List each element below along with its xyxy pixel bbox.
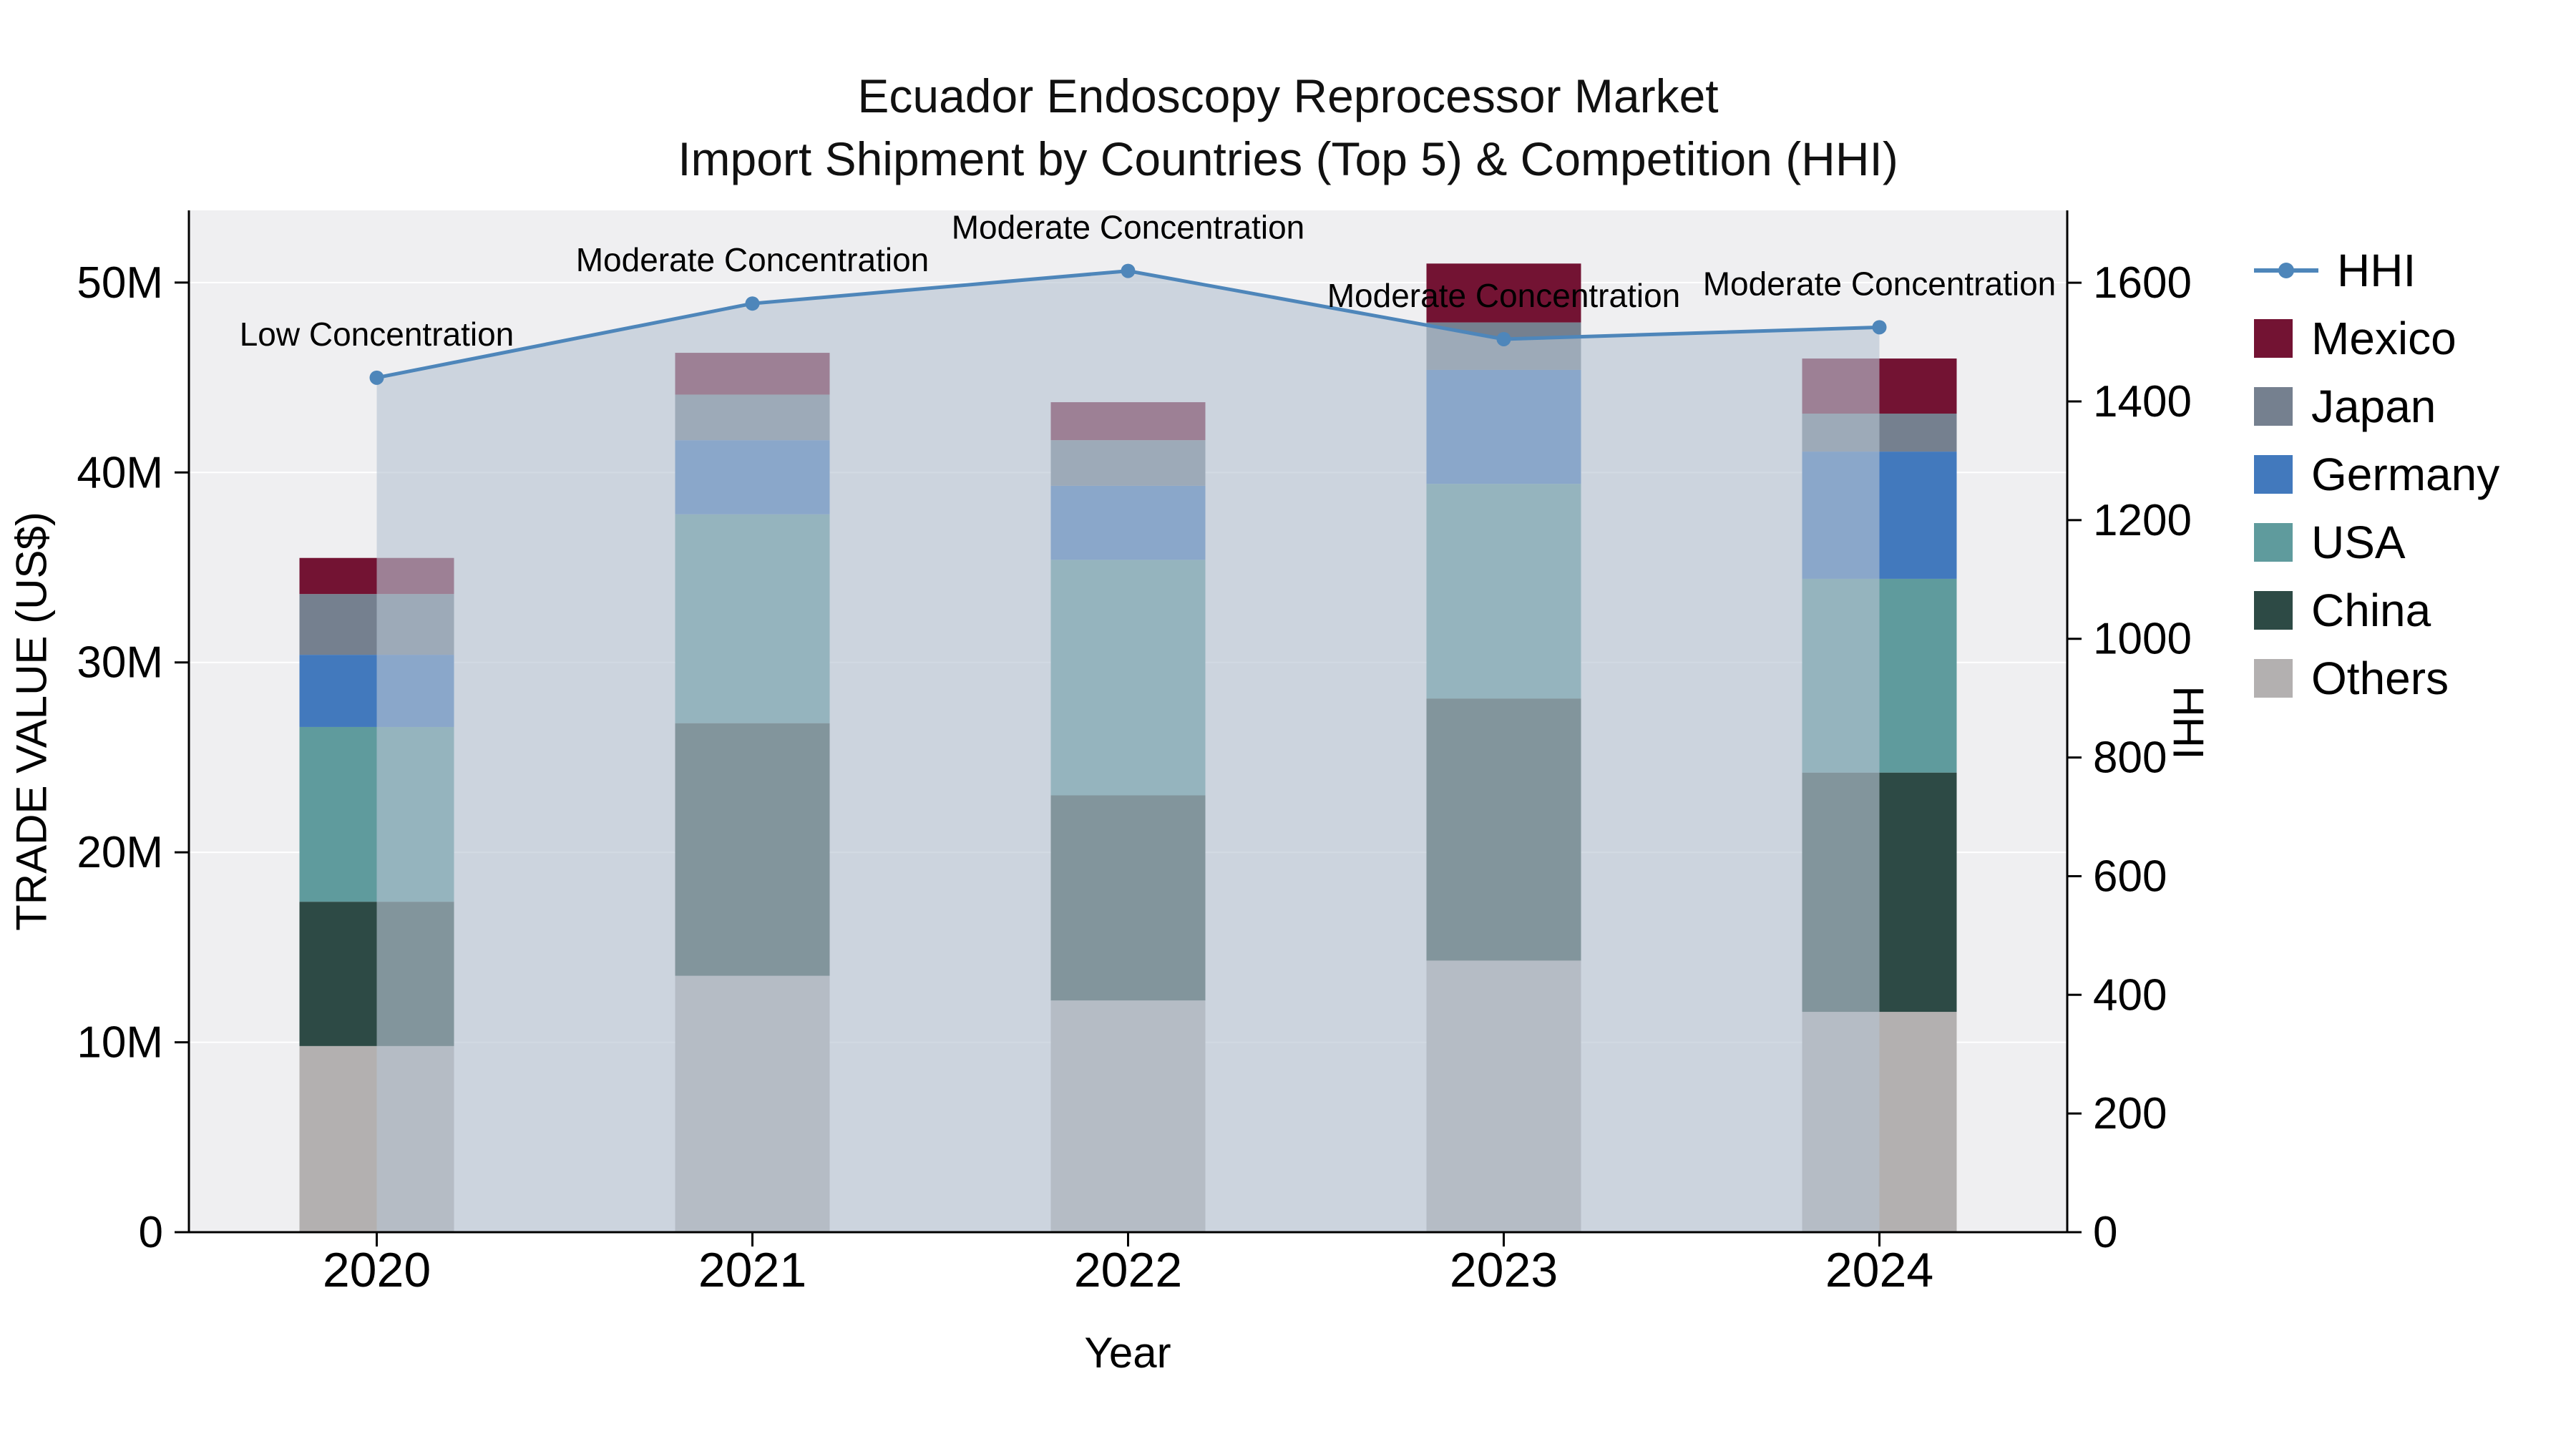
legend-swatch-china: [2254, 590, 2293, 630]
right-tick-label: 1600: [2093, 258, 2192, 308]
right-tick-label: 200: [2093, 1089, 2167, 1138]
legend-swatch-germany: [2254, 454, 2293, 494]
chart-title: Ecuador Endoscopy Reprocessor Market: [857, 69, 1719, 122]
left-tick-label: 50M: [77, 258, 163, 308]
legend-label-others: Others: [2311, 652, 2449, 704]
chart-title-block: Ecuador Endoscopy Reprocessor Market Imp…: [0, 64, 2576, 190]
legend-item-germany: Germany: [2254, 440, 2499, 508]
right-tick-label: 400: [2093, 970, 2167, 1020]
legend-item-mexico: Mexico: [2254, 304, 2499, 372]
concentration-annotation: Moderate Concentration: [576, 241, 930, 278]
legend-label-mexico: Mexico: [2311, 312, 2457, 364]
concentration-annotation: Moderate Concentration: [952, 209, 1305, 246]
left-tick-label: 0: [139, 1208, 163, 1257]
legend-swatch-usa: [2254, 522, 2293, 562]
left-tick-label: 30M: [77, 638, 163, 688]
legend-swatch-japan: [2254, 386, 2293, 426]
left-tick-label: 40M: [77, 448, 163, 497]
concentration-annotation: Moderate Concentration: [1703, 265, 2057, 302]
x-axis-label: Year: [1084, 1329, 1171, 1377]
legend-label-japan: Japan: [2311, 380, 2436, 432]
chart-subtitle: Import Shipment by Countries (Top 5) & C…: [678, 132, 1898, 185]
hhi-area-fill: [376, 270, 1880, 1233]
legend-line-marker-icon: [2254, 262, 2318, 278]
hhi-marker: [369, 370, 384, 385]
legend: HHI Mexico Japan Germany USA China Others: [2254, 236, 2499, 712]
x-tick-label: 2022: [1074, 1243, 1182, 1297]
concentration-annotation: Moderate Concentration: [1327, 277, 1681, 314]
x-tick-label: 2023: [1450, 1243, 1558, 1297]
y-axis-label-left: TRADE VALUE (US$): [7, 512, 56, 931]
legend-swatch-others: [2254, 658, 2293, 698]
bar-segment-mexico: [1426, 263, 1581, 323]
legend-label-usa: USA: [2311, 516, 2406, 568]
legend-item-hhi: HHI: [2254, 236, 2499, 304]
legend-item-japan: Japan: [2254, 372, 2499, 440]
legend-item-usa: USA: [2254, 508, 2499, 576]
left-tick-label: 10M: [77, 1018, 163, 1068]
right-tick-label: 0: [2093, 1208, 2117, 1257]
legend-item-others: Others: [2254, 644, 2499, 712]
right-tick-label: 600: [2093, 852, 2167, 901]
legend-label-china: China: [2311, 584, 2431, 636]
right-tick-label: 1400: [2093, 377, 2192, 426]
hhi-marker: [745, 296, 760, 311]
left-tick-label: 20M: [77, 828, 163, 877]
x-tick-label: 2024: [1825, 1243, 1933, 1297]
legend-label-germany: Germany: [2311, 448, 2500, 500]
right-tick-label: 1000: [2093, 615, 2192, 664]
legend-swatch-mexico: [2254, 318, 2293, 358]
legend-label-hhi: HHI: [2337, 244, 2416, 296]
concentration-annotation: Low Concentration: [240, 316, 514, 353]
legend-item-china: China: [2254, 576, 2499, 644]
hhi-marker: [1872, 320, 1887, 335]
hhi-marker: [1496, 331, 1511, 346]
y-axis-label-right: HHI: [2164, 686, 2212, 760]
right-tick-label: 800: [2093, 733, 2167, 783]
x-tick-label: 2021: [698, 1243, 806, 1297]
x-tick-label: 2020: [323, 1243, 431, 1297]
right-tick-label: 1200: [2093, 496, 2192, 545]
hhi-marker: [1121, 263, 1136, 278]
